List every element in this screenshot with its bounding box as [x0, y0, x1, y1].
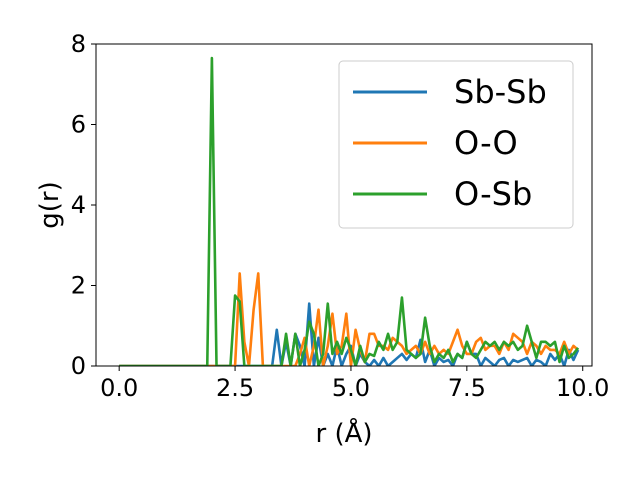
x-axis-ticks: 0.0 2.5 5.0 7.5 10.0: [100, 366, 609, 402]
y-tick-label: 2: [71, 272, 86, 300]
legend-label-o-sb: O-Sb: [454, 175, 532, 213]
x-axis-label: r (Å): [315, 417, 372, 449]
legend-label-sb-sb: Sb-Sb: [454, 73, 547, 111]
y-tick-label: 0: [71, 352, 86, 380]
x-tick-label: 5.0: [332, 374, 370, 402]
y-axis-ticks: 0 2 4 6 8: [71, 30, 96, 380]
legend: Sb-Sb O-O O-Sb: [338, 60, 574, 229]
x-tick-label: 0.0: [100, 374, 138, 402]
legend-box: [338, 60, 574, 229]
series-line-o-o: [119, 272, 579, 366]
y-tick-label: 8: [71, 30, 86, 58]
y-tick-label: 6: [71, 111, 86, 139]
x-tick-label: 7.5: [448, 374, 486, 402]
x-tick-label: 2.5: [216, 374, 254, 402]
y-axis-label: g(r): [35, 181, 65, 228]
series-line-o-sb: [119, 56, 580, 366]
x-tick-label: 10.0: [556, 374, 609, 402]
y-tick-label: 4: [71, 191, 86, 219]
legend-label-o-o: O-O: [454, 124, 518, 162]
series-layer: [119, 56, 580, 366]
